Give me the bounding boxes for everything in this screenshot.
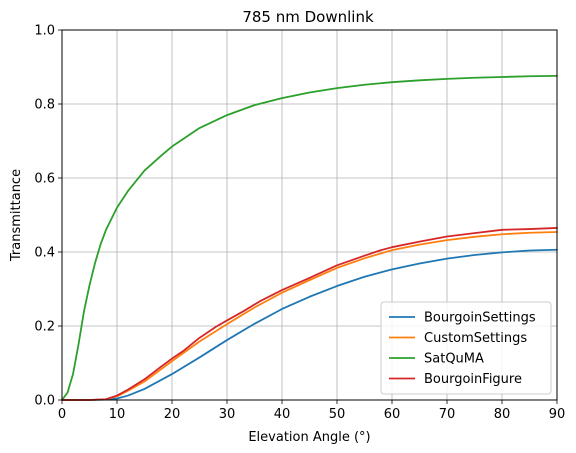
y-tick-label: 0.4: [34, 246, 55, 261]
x-tick-label: 20: [164, 407, 181, 422]
y-tick-label: 0.0: [34, 394, 55, 409]
x-tick-label: 40: [274, 407, 291, 422]
legend: BourgoinSettings CustomSettings SatQuMA Bou…: [380, 301, 552, 395]
y-tick-label: 1.0: [34, 24, 55, 39]
legend-box: [380, 301, 552, 395]
plot-area-frame: [61, 29, 558, 401]
series-lines: [61, 74, 558, 401]
x-tick-label: 50: [329, 407, 346, 422]
x-tick-label: 60: [384, 407, 401, 422]
legend-label: BourgoinSettings: [424, 311, 536, 326]
x-tick-label: 90: [549, 407, 566, 422]
x-tick-label: 10: [109, 407, 126, 422]
x-axis-label: Elevation Angle (°): [248, 430, 370, 445]
y-axis-label: Transmittance: [9, 169, 24, 262]
x-tick-label: 80: [494, 407, 511, 422]
series-line-bourgoinfigure: [61, 227, 558, 401]
legend-label: CustomSettings: [424, 331, 527, 346]
chart-title: 785 nm Downlink: [242, 8, 374, 26]
y-tick-label: 0.2: [34, 320, 55, 335]
x-tick-label: 30: [219, 407, 236, 422]
series-line-bourgoinsettings: [61, 248, 558, 401]
y-tick-label: 0.6: [34, 172, 55, 187]
x-tick-label: 70: [439, 407, 456, 422]
legend-label: BourgoinFigure: [424, 372, 522, 387]
y-tick-label: 0.8: [34, 98, 55, 113]
series-line-satquma: [61, 74, 558, 401]
x-tick-label: 0: [58, 407, 66, 422]
legend-label: SatQuMA: [424, 352, 484, 367]
axis-ticks: 0 10 20 30 40 50 60 70 80 90 0.0 0.2 0.4 0.6 0.8 1.0: [34, 24, 565, 423]
